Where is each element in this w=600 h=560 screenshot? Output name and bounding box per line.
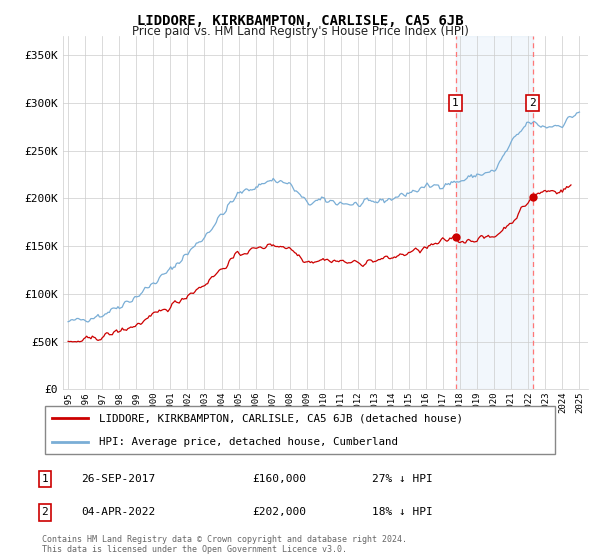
Text: 27% ↓ HPI: 27% ↓ HPI: [372, 474, 433, 484]
Text: 26-SEP-2017: 26-SEP-2017: [81, 474, 155, 484]
Text: 18% ↓ HPI: 18% ↓ HPI: [372, 507, 433, 517]
Text: LIDDORE, KIRKBAMPTON, CARLISLE, CA5 6JB (detached house): LIDDORE, KIRKBAMPTON, CARLISLE, CA5 6JB …: [99, 413, 463, 423]
Text: 04-APR-2022: 04-APR-2022: [81, 507, 155, 517]
Text: 2: 2: [41, 507, 49, 517]
Text: £160,000: £160,000: [252, 474, 306, 484]
Bar: [455, 36, 533, 389]
Text: 2: 2: [529, 98, 536, 108]
Text: Contains HM Land Registry data © Crown copyright and database right 2024.
This d: Contains HM Land Registry data © Crown c…: [42, 535, 407, 554]
Text: 1: 1: [452, 98, 459, 108]
Text: 1: 1: [41, 474, 49, 484]
Text: HPI: Average price, detached house, Cumberland: HPI: Average price, detached house, Cumb…: [99, 436, 398, 446]
FancyBboxPatch shape: [44, 406, 556, 454]
Text: LIDDORE, KIRKBAMPTON, CARLISLE, CA5 6JB: LIDDORE, KIRKBAMPTON, CARLISLE, CA5 6JB: [137, 14, 463, 28]
Text: Price paid vs. HM Land Registry's House Price Index (HPI): Price paid vs. HM Land Registry's House …: [131, 25, 469, 38]
Text: £202,000: £202,000: [252, 507, 306, 517]
